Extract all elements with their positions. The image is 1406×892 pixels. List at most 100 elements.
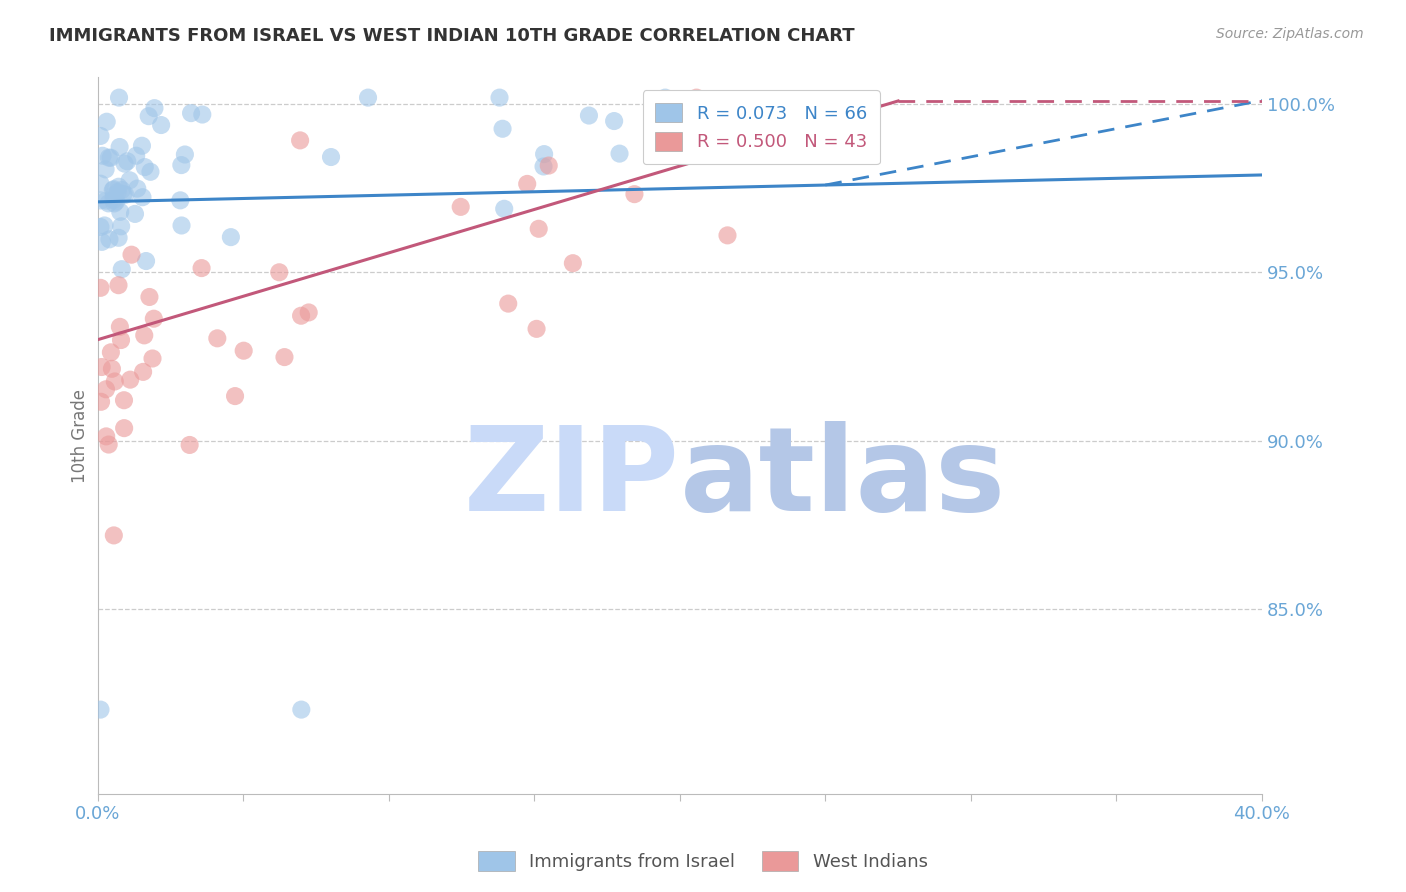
- Y-axis label: 10th Grade: 10th Grade: [72, 389, 89, 483]
- Point: [110, 205, 132, 219]
- Point: [94, 382, 117, 396]
- Point: [290, 703, 312, 717]
- Point: [98, 232, 121, 246]
- Point: [94, 194, 117, 208]
- Point: [103, 193, 125, 207]
- Point: [131, 190, 153, 204]
- Text: IMMIGRANTS FROM ISRAEL VS WEST INDIAN 10TH GRADE CORRELATION CHART: IMMIGRANTS FROM ISRAEL VS WEST INDIAN 10…: [49, 27, 855, 45]
- Point: [89, 703, 111, 717]
- Point: [170, 158, 193, 172]
- Point: [101, 183, 124, 197]
- Point: [135, 254, 157, 268]
- Point: [120, 373, 142, 387]
- Point: [488, 90, 510, 104]
- Point: [139, 165, 162, 179]
- Point: [121, 248, 143, 262]
- Point: [107, 278, 129, 293]
- Point: [207, 331, 229, 345]
- Point: [124, 207, 146, 221]
- Point: [357, 90, 380, 104]
- Point: [533, 147, 555, 161]
- Point: [169, 194, 191, 208]
- Point: [134, 328, 156, 343]
- Point: [219, 230, 242, 244]
- Point: [319, 150, 342, 164]
- Point: [143, 101, 166, 115]
- Point: [537, 159, 560, 173]
- Point: [110, 219, 132, 234]
- Point: [561, 256, 583, 270]
- Point: [190, 261, 212, 276]
- Point: [91, 235, 114, 249]
- Point: [609, 146, 631, 161]
- Point: [118, 173, 141, 187]
- Point: [142, 311, 165, 326]
- Point: [105, 194, 128, 209]
- Point: [716, 228, 738, 243]
- Point: [108, 319, 131, 334]
- Point: [527, 221, 550, 235]
- Point: [89, 177, 111, 191]
- Point: [180, 106, 202, 120]
- Point: [101, 361, 124, 376]
- Point: [112, 187, 135, 202]
- Point: [179, 438, 201, 452]
- Point: [103, 196, 125, 211]
- Point: [114, 187, 136, 202]
- Point: [685, 90, 707, 104]
- Point: [450, 200, 472, 214]
- Point: [603, 114, 626, 128]
- Point: [232, 343, 254, 358]
- Point: [97, 151, 120, 165]
- Point: [578, 109, 600, 123]
- Point: [112, 421, 135, 435]
- Point: [114, 156, 136, 170]
- Point: [132, 365, 155, 379]
- Point: [91, 149, 114, 163]
- Point: [107, 179, 129, 194]
- Point: [107, 185, 129, 199]
- Text: atlas: atlas: [679, 421, 1005, 536]
- Point: [288, 133, 311, 147]
- Point: [100, 345, 122, 359]
- Point: [131, 138, 153, 153]
- Point: [533, 160, 555, 174]
- Point: [103, 528, 125, 542]
- Point: [97, 437, 120, 451]
- Point: [150, 118, 173, 132]
- Point: [125, 149, 148, 163]
- Point: [104, 375, 127, 389]
- Point: [700, 141, 723, 155]
- Point: [138, 109, 160, 123]
- Point: [496, 296, 519, 310]
- Point: [108, 140, 131, 154]
- Point: [269, 265, 291, 279]
- Legend: Immigrants from Israel, West Indians: Immigrants from Israel, West Indians: [471, 844, 935, 879]
- Point: [89, 128, 111, 143]
- Point: [516, 177, 538, 191]
- Point: [103, 188, 125, 202]
- Point: [191, 107, 214, 121]
- Point: [96, 429, 118, 443]
- Point: [111, 262, 134, 277]
- Point: [127, 181, 149, 195]
- Point: [526, 322, 548, 336]
- Point: [90, 394, 112, 409]
- Point: [174, 147, 197, 161]
- Text: ZIP: ZIP: [464, 421, 679, 536]
- Point: [107, 231, 129, 245]
- Point: [491, 121, 513, 136]
- Point: [170, 219, 193, 233]
- Point: [141, 351, 163, 366]
- Point: [623, 187, 645, 202]
- Point: [298, 305, 321, 319]
- Point: [494, 202, 516, 216]
- Point: [117, 154, 139, 169]
- Text: Source: ZipAtlas.com: Source: ZipAtlas.com: [1216, 27, 1364, 41]
- Point: [138, 290, 160, 304]
- Point: [90, 359, 112, 374]
- Point: [100, 151, 122, 165]
- Point: [134, 160, 156, 174]
- Point: [654, 90, 676, 104]
- Point: [110, 333, 132, 347]
